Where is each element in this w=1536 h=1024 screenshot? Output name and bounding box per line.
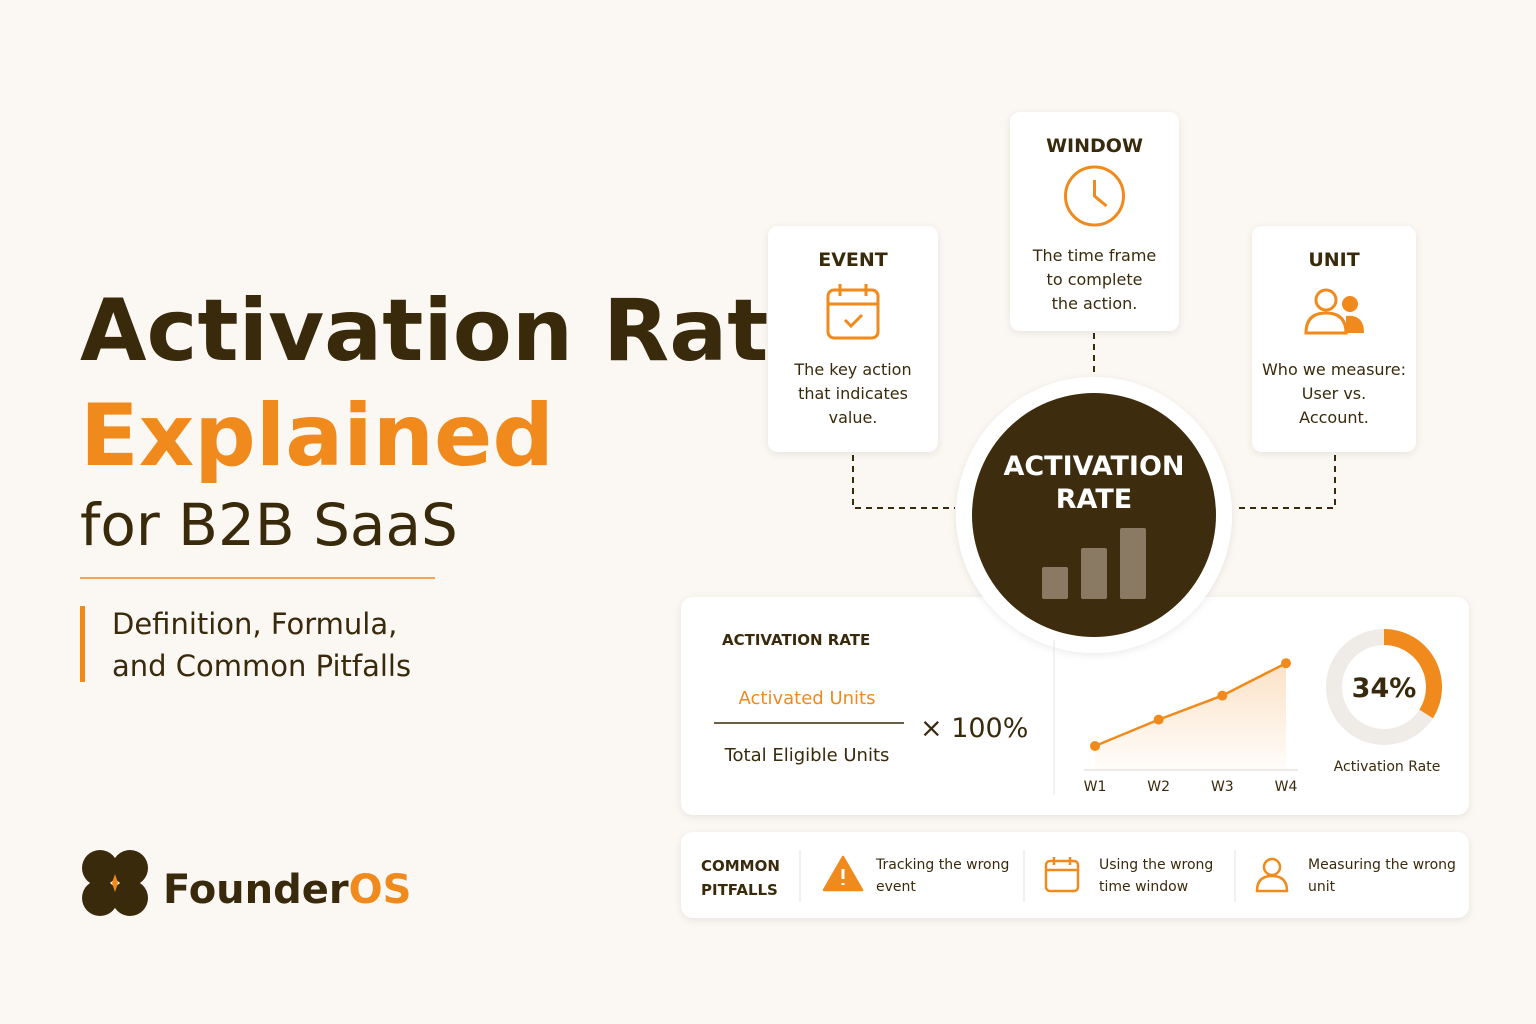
title: Activation Rate xyxy=(80,281,827,381)
pitfall-icon xyxy=(1255,857,1289,893)
concept-text: value. xyxy=(829,408,878,427)
area-fill xyxy=(1095,663,1286,770)
concept-text: Account. xyxy=(1299,408,1369,427)
concept-text: the action. xyxy=(1052,294,1138,313)
concept-card xyxy=(1010,112,1179,331)
data-point xyxy=(1090,741,1100,751)
x-tick-label: W1 xyxy=(1084,779,1107,795)
connectors xyxy=(852,333,1336,509)
data-point xyxy=(1281,658,1291,669)
pitfalls-title: COMMON xyxy=(701,857,780,875)
concept-title: EVENT xyxy=(818,249,888,271)
icon-part xyxy=(1314,288,1338,312)
center-circle xyxy=(972,393,1216,637)
trend-line xyxy=(1094,662,1287,748)
center-label: ACTIVATION xyxy=(1003,451,1184,482)
brand: FounderOS xyxy=(163,867,411,913)
pitfall-text: Measuring the wrong xyxy=(1308,857,1456,873)
concept-icon xyxy=(826,284,880,340)
pitfall-text: event xyxy=(876,879,916,895)
concept-text: that indicates xyxy=(798,384,908,403)
title: for B2B SaaS xyxy=(80,491,458,559)
center-label: RATE xyxy=(1056,484,1132,515)
concept-text: User vs. xyxy=(1302,384,1366,403)
pitfall-text: Using the wrong xyxy=(1099,857,1213,873)
concept-title: UNIT xyxy=(1308,249,1359,271)
icon-part xyxy=(1346,315,1364,333)
icon-part xyxy=(1342,296,1358,312)
data-point xyxy=(1153,714,1164,725)
concept-title: WINDOW xyxy=(1046,135,1143,157)
concept-text: Who we measure: xyxy=(1262,360,1406,379)
icon-part xyxy=(1255,874,1289,893)
concept-card xyxy=(1252,226,1416,452)
pitfall-text: unit xyxy=(1308,879,1336,895)
icon-part xyxy=(1044,859,1080,893)
icon-part xyxy=(1046,857,1078,872)
x-tick-label: W4 xyxy=(1275,779,1298,795)
donut-arc xyxy=(1326,629,1442,745)
icon-part xyxy=(826,288,880,340)
x-tick-label: W3 xyxy=(1211,779,1234,795)
concept-text: The time frame xyxy=(1032,246,1157,265)
pitfall-icon xyxy=(822,855,864,892)
donut-caption: Activation Rate xyxy=(1334,759,1441,775)
icon-part xyxy=(1093,180,1108,208)
brand-name: Founder xyxy=(163,867,349,913)
logo-icon xyxy=(82,850,148,916)
center-bars-icon xyxy=(1042,528,1146,599)
multiplier: × 100% xyxy=(920,713,1028,744)
denominator: Total Eligible Units xyxy=(724,745,890,766)
pitfall-text: Tracking the wrong xyxy=(875,857,1009,873)
formula-label: ACTIVATION RATE xyxy=(722,631,870,649)
icon-part xyxy=(1064,165,1125,227)
data-point xyxy=(1217,690,1228,701)
concept-text: to complete xyxy=(1047,270,1143,289)
icon-part xyxy=(1304,311,1348,335)
concept-icon xyxy=(1064,165,1125,227)
donut-value: 34% xyxy=(1352,673,1417,704)
concept-icon xyxy=(1304,288,1364,335)
pitfall-icon xyxy=(1044,857,1080,893)
numerator: Activated Units xyxy=(739,688,876,709)
x-tick-label: W2 xyxy=(1147,779,1170,795)
subtitle: and Common Pitfalls xyxy=(112,649,411,683)
subtitle: Definition, Formula, xyxy=(112,607,397,641)
pitfalls-card xyxy=(681,832,1469,918)
concept-text: The key action xyxy=(793,360,911,379)
pitfalls-title: PITFALLS xyxy=(701,881,778,899)
accent-bar xyxy=(80,606,85,682)
icon-part xyxy=(828,284,878,329)
title: Explained xyxy=(80,386,554,486)
brand-name: OS xyxy=(349,867,412,913)
pitfall-text: time window xyxy=(1099,879,1188,895)
